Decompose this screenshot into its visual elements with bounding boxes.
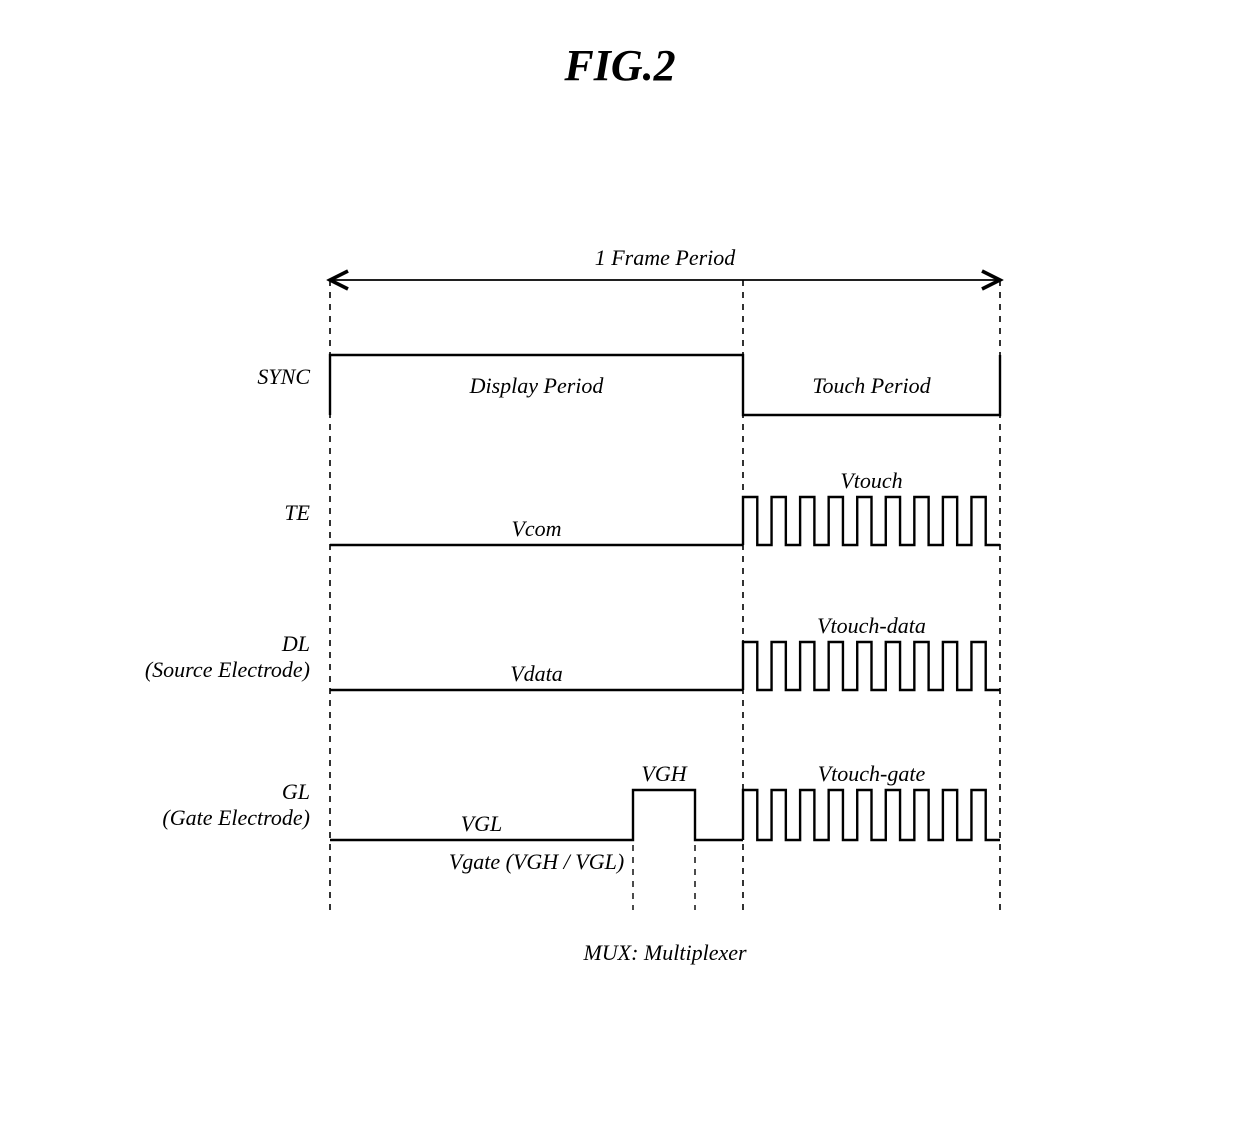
wave-gl-touch [743,790,1000,840]
frame-period-label: 1 Frame Period [595,245,737,270]
te-touch-label: Vtouch [840,468,902,493]
row-label-gl: GL [282,779,310,804]
wave-dl-touch [743,642,1000,690]
row-label-dl: DL [281,631,310,656]
te-left-label: Vcom [511,516,561,541]
dl-left-label: Vdata [510,661,563,686]
figure-stage: FIG.2 1 Frame PeriodSYNCDisplay PeriodTo… [0,0,1240,1129]
row-label-sync: SYNC [257,364,310,389]
row-label-te: TE [284,500,310,525]
row-sublabel-gl: (Gate Electrode) [162,805,310,830]
gl-touch-label: Vtouch-gate [818,761,926,786]
sync-touch-label: Touch Period [812,373,931,398]
figure-footer: MUX: Multiplexer [330,940,1000,966]
sync-display-label: Display Period [469,373,605,398]
gl-vgl-label: VGL [461,811,503,836]
dl-touch-label: Vtouch-data [817,613,926,638]
wave-te-touch [743,497,1000,545]
row-sublabel-dl: (Source Electrode) [145,657,310,682]
wave-gl-display [330,790,743,840]
gl-vgate-label: Vgate (VGH / VGL) [449,849,624,874]
gl-vgh-label: VGH [641,761,687,786]
